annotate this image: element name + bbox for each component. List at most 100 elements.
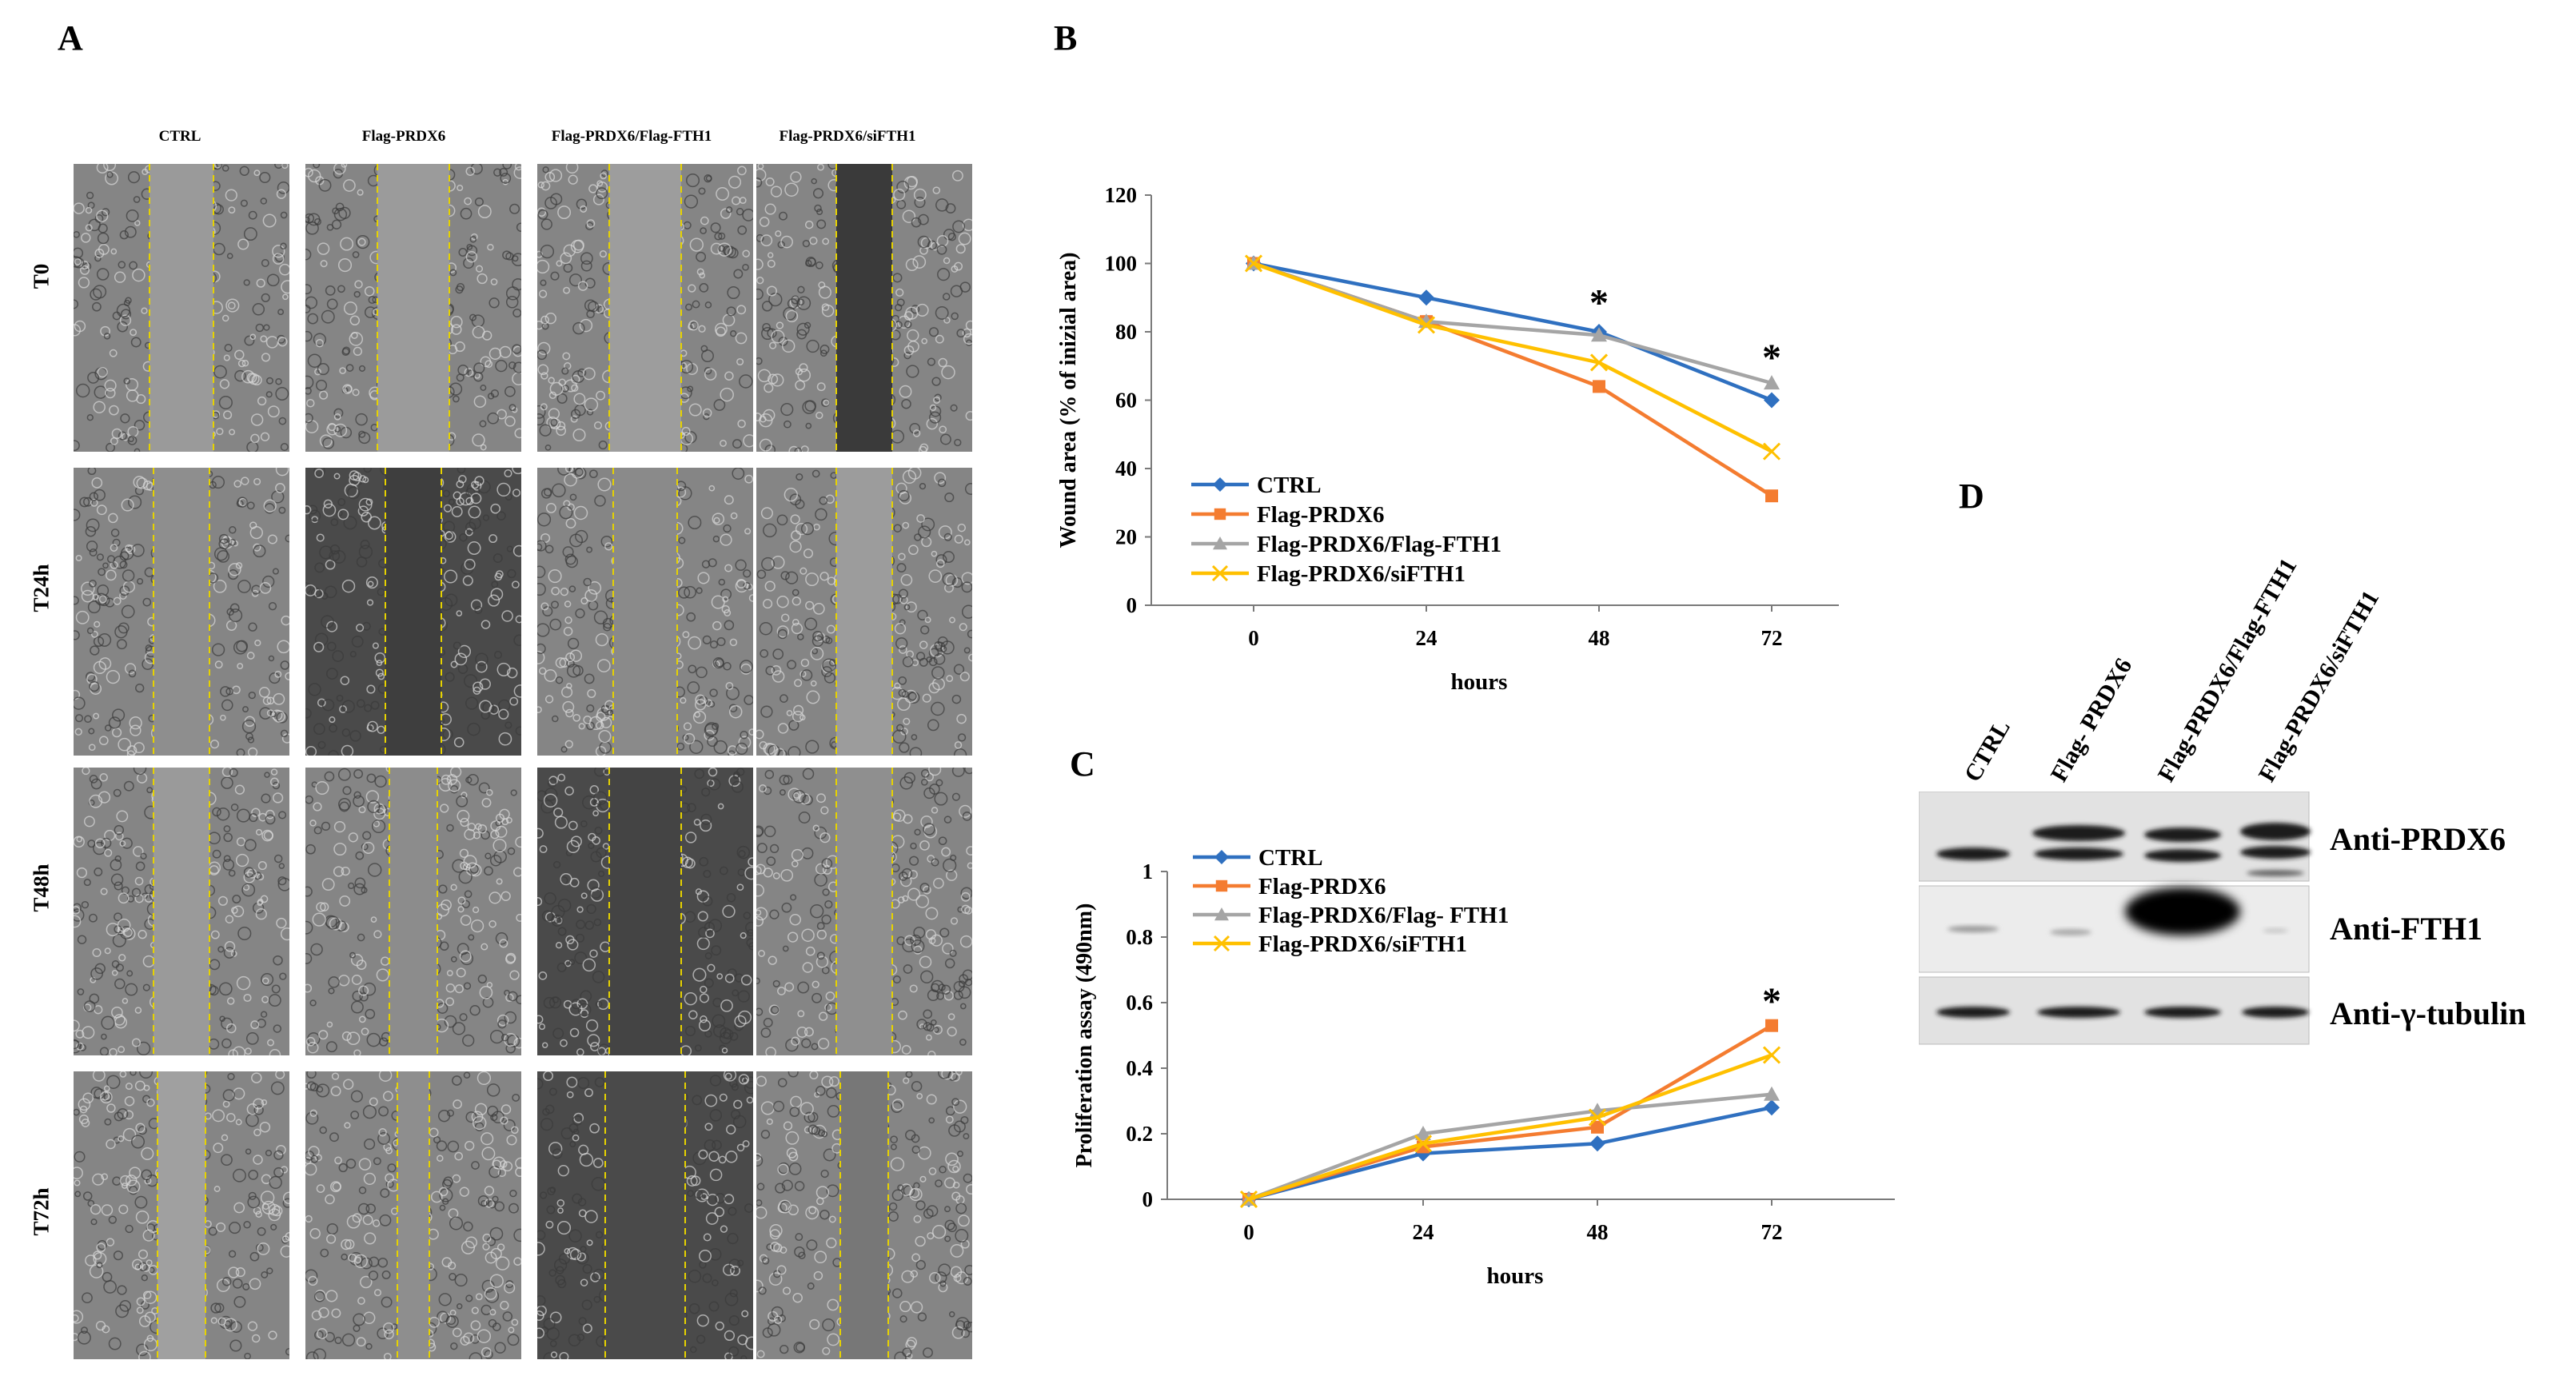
- blot-membranes: [1919, 792, 2311, 1045]
- series-0: [1241, 1099, 1780, 1207]
- legend-marker: [1215, 879, 1228, 892]
- series-1: [1247, 257, 1778, 503]
- x-axis-label: hours: [1487, 1263, 1544, 1289]
- data-point: [1762, 442, 1781, 461]
- data-point: [1764, 392, 1780, 409]
- legend-marker: [1213, 935, 1230, 952]
- wound-micrograph: [305, 768, 521, 1055]
- wound-micrograph: [305, 164, 521, 452]
- data-point: [1239, 1190, 1258, 1209]
- data-point: [1244, 254, 1263, 273]
- x-tick-label: 0: [1248, 626, 1259, 650]
- wound-area-chart: 0 20 40 60 80 100 120 0 24 48 72 hours Wound area (%…: [1056, 183, 1839, 695]
- data-point: [1593, 380, 1605, 393]
- legend-label: Flag-PRDX6: [1257, 502, 1384, 528]
- bands-prdx6: [1936, 823, 2311, 876]
- proliferation-chart: 0 0.2 0.4 0.6 0.8 1 0 24 48 72 hours Proliferation …: [1072, 845, 1895, 1289]
- data-point: [1765, 1019, 1778, 1032]
- series-line: [1248, 1053, 1772, 1202]
- column-label-ctrl: CTRL: [158, 128, 201, 145]
- data-point: [1762, 1046, 1781, 1064]
- row-label-t48h: T48h: [29, 864, 54, 912]
- legend-marker: [1214, 850, 1229, 864]
- series-line: [1248, 1092, 1772, 1202]
- legend-label: Flag-PRDX6/siFTH1: [1257, 561, 1465, 587]
- wound-micrograph: [305, 468, 521, 756]
- series-1: [1242, 1019, 1778, 1206]
- data-point: [1588, 1108, 1607, 1127]
- significance-star: *: [1762, 337, 1781, 379]
- y-axis-label: Proliferation assay (490nm): [1072, 903, 1097, 1168]
- y-axis-label: Wound area (% of inizial area): [1056, 253, 1081, 548]
- legend-label: Flag-PRDX6/Flag-FTH1: [1257, 532, 1501, 557]
- wound-micrograph: [74, 768, 289, 1055]
- x-axis-label: hours: [1451, 669, 1508, 695]
- data-point: [1589, 353, 1609, 372]
- x-tick-label: 24: [1413, 1220, 1434, 1244]
- legend-label: Flag-PRDX6/siFTH1: [1258, 931, 1467, 957]
- data-point: [1415, 1145, 1431, 1162]
- y-tick-label: 0.2: [1126, 1122, 1153, 1146]
- column-label-flag-prdx6: Flag-PRDX6: [361, 128, 446, 145]
- legend-label: CTRL: [1258, 845, 1323, 871]
- x-tick-label: 72: [1761, 626, 1783, 650]
- legend-label: CTRL: [1257, 473, 1322, 498]
- wound-micrograph: [74, 1071, 289, 1359]
- y-tick-label: 1: [1142, 860, 1154, 883]
- significance-star: *: [1762, 980, 1781, 1023]
- wound-micrograph: [756, 1071, 972, 1359]
- wound-micrograph: [756, 468, 972, 756]
- y-tick-label: 0: [1142, 1187, 1154, 1211]
- row-label-t24h: T24h: [29, 564, 54, 612]
- series-0: [1246, 255, 1780, 409]
- legend-marker: [1213, 477, 1227, 492]
- data-point: [1591, 1120, 1604, 1134]
- panel-letter-d: D: [1959, 477, 1984, 516]
- series-3: [1244, 254, 1781, 461]
- series-line: [1248, 1105, 1772, 1202]
- y-tick-label: 100: [1105, 252, 1138, 276]
- series-line: [1253, 261, 1773, 453]
- row-label-t0: T0: [29, 263, 54, 289]
- wound-micrograph: [74, 468, 289, 756]
- x-tick-label: 48: [1587, 1220, 1609, 1244]
- wound-micrograph: [537, 768, 753, 1055]
- data-point: [1589, 1135, 1605, 1152]
- data-point: [1764, 1099, 1780, 1116]
- data-point: [1591, 327, 1607, 342]
- wound-micrograph: [74, 164, 289, 452]
- y-tick-label: 0.8: [1126, 925, 1153, 949]
- antibody-label-prdx6: Anti-PRDX6: [2330, 821, 2506, 857]
- y-tick-label: 0.4: [1126, 1056, 1153, 1080]
- data-point: [1764, 1086, 1780, 1101]
- legend-marker: [1214, 508, 1226, 520]
- legend-marker: [1214, 907, 1229, 921]
- legend-marker: [1213, 536, 1227, 550]
- row-label-t72h: T72h: [29, 1187, 54, 1236]
- y-tick-label: 0: [1127, 593, 1138, 617]
- x-tick-label: 48: [1589, 626, 1610, 650]
- bands-tubulin: [1936, 1007, 2309, 1018]
- x-tick-label: 24: [1416, 626, 1438, 650]
- series-line: [1253, 261, 1772, 385]
- y-tick-label: 0.6: [1126, 991, 1153, 1015]
- wound-micrograph: [756, 768, 972, 1055]
- lane-label-flag-prdx6: Flag- PRDX6: [2045, 653, 2138, 787]
- series-line: [1253, 261, 1772, 402]
- antibody-label-fth1: Anti-FTH1: [2330, 911, 2483, 947]
- column-label-flag-prdx6-sifth1: Flag-PRDX6/siFTH1: [779, 128, 916, 145]
- y-tick-label: 120: [1105, 183, 1138, 207]
- wound-micrograph: [537, 1071, 753, 1359]
- legend-marker: [1211, 564, 1229, 582]
- data-point: [1414, 1135, 1433, 1153]
- series-line: [1253, 261, 1773, 498]
- y-tick-label: 80: [1115, 320, 1137, 344]
- panel-letter-c: C: [1070, 744, 1095, 784]
- wound-micrograph: [305, 1071, 521, 1359]
- antibody-label-tubulin: Anti-γ-tubulin: [2330, 995, 2526, 1031]
- series-2: [1246, 255, 1780, 390]
- y-tick-label: 20: [1115, 525, 1137, 549]
- wound-micrograph: [756, 164, 972, 452]
- data-point: [1415, 1126, 1431, 1140]
- data-point: [1765, 489, 1778, 503]
